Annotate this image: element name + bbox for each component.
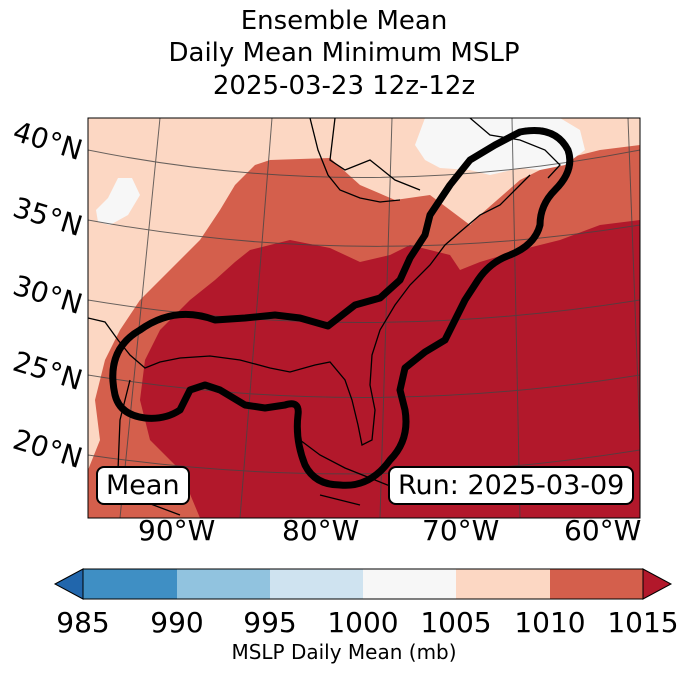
map-frame [87,117,641,519]
lon-label-80w: 80°W [282,514,360,547]
map-plot [87,117,641,519]
mean-contour [109,127,574,489]
colorbar-tick-995: 995 [243,606,297,639]
colorbar-bin-1000 [363,569,456,599]
mean-label-box: Mean [96,466,190,505]
lon-label-70w: 70°W [422,514,500,547]
pressure-field-1015 [140,220,640,518]
run-label-box: Run: 2025-03-09 [388,466,635,505]
colorbar-tick-1005: 1005 [420,606,492,639]
pressure-field-1000-west [96,178,140,225]
colorbar [53,568,673,600]
title-line-2: Daily Mean Minimum MSLP [168,38,520,68]
lon-label-90w: 90°W [138,514,216,547]
colorbar-tick-1015: 1015 [607,606,679,639]
lon-label-60w: 60°W [564,514,642,547]
title-line-1: Ensemble Mean [240,6,448,36]
colorbar-bin-995 [270,569,363,599]
colorbar-bin-1005 [456,569,550,599]
colorbar-tick-990: 990 [150,606,204,639]
colorbar-extend-low [53,568,84,600]
colorbar-bin-1010 [550,569,643,599]
colorbar-tick-1010: 1010 [514,606,586,639]
colorbar-tick-985: 985 [56,606,110,639]
colorbar-bin-990 [177,569,270,599]
colorbar-tick-1000: 1000 [327,606,399,639]
colorbar-label: MSLP Daily Mean (mb) [231,640,457,664]
title-line-3: 2025-03-23 12z-12z [212,71,476,101]
colorbar-extend-high [642,568,673,600]
colorbar-bin-985 [83,569,177,599]
